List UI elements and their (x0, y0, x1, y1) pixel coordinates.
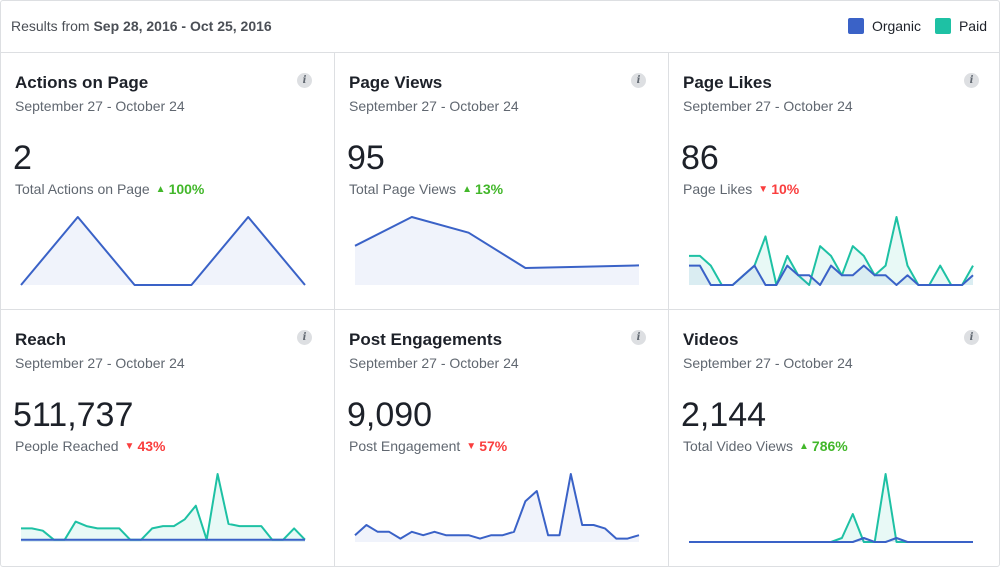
sparkline-chart (21, 473, 306, 542)
legend-organic-label: Organic (871, 18, 921, 34)
results-date-range: Sep 28, 2016 - Oct 25, 2016 (93, 18, 272, 34)
legend-organic: Organic (847, 18, 921, 34)
info-icon[interactable]: i (631, 330, 646, 345)
card-videos[interactable]: Videos September 27 - October 24 i 2,144… (669, 310, 1000, 567)
up-arrow-icon: ▲ (462, 183, 473, 195)
change-indicator: ▼ 43% (125, 438, 166, 454)
card-page-views[interactable]: Page Views September 27 - October 24 i 9… (335, 53, 669, 310)
card-value: 511,737 (13, 396, 134, 434)
down-arrow-icon: ▼ (124, 440, 135, 452)
card-value: 86 (681, 139, 719, 177)
card-date-range: September 27 - October 24 (349, 355, 519, 371)
series-area-paid (689, 474, 973, 542)
card-page-likes[interactable]: Page Likes September 27 - October 24 i 8… (669, 53, 1000, 310)
info-icon[interactable]: i (297, 330, 312, 345)
card-title: Post Engagements (349, 330, 503, 349)
results-prefix: Results from (11, 18, 90, 34)
series-line-organic (689, 537, 973, 543)
card-value: 9,090 (347, 396, 433, 434)
sparkline-chart (354, 473, 640, 542)
organic-swatch (847, 18, 864, 34)
down-arrow-icon: ▼ (758, 183, 769, 195)
card-subtitle-row: Total Actions on Page ▲ 100% (15, 181, 204, 197)
series-line-paid (21, 473, 306, 541)
info-icon[interactable]: i (964, 330, 979, 345)
up-arrow-icon: ▲ (155, 183, 166, 195)
card-subtitle: Total Video Views (683, 438, 793, 454)
legend-paid: Paid (934, 18, 987, 34)
card-date-range: September 27 - October 24 (683, 98, 853, 114)
sparkline-chart (354, 216, 640, 285)
card-actions-on-page[interactable]: Actions on Page September 27 - October 2… (1, 53, 335, 310)
series-area-paid (689, 217, 973, 285)
card-subtitle: Page Likes (683, 181, 753, 197)
info-icon[interactable]: i (631, 73, 646, 88)
card-title: Actions on Page (15, 73, 149, 92)
sparkline-chart (689, 216, 974, 286)
change-indicator: ▲ 13% (462, 181, 503, 197)
card-date-range: September 27 - October 24 (15, 98, 185, 114)
card-date-range: September 27 - October 24 (15, 355, 185, 371)
card-value: 95 (347, 139, 385, 177)
card-subtitle: Total Actions on Page (15, 181, 150, 197)
panel-header: Results from Sep 28, 2016 - Oct 25, 2016… (1, 1, 1000, 53)
down-arrow-icon: ▼ (466, 440, 477, 452)
series-line-organic (354, 216, 640, 269)
card-title: Page Likes (683, 73, 772, 92)
card-subtitle-row: Page Likes ▼ 10% (683, 181, 799, 197)
series-line-organic (689, 264, 974, 286)
change-value: 43% (137, 438, 166, 454)
metrics-grid: Actions on Page September 27 - October 2… (1, 53, 1000, 567)
change-value: 100% (168, 181, 205, 197)
card-date-range: September 27 - October 24 (683, 355, 853, 371)
change-value: 57% (479, 438, 508, 454)
card-subtitle-row: People Reached ▼ 43% (15, 438, 165, 454)
legend-paid-label: Paid (958, 18, 987, 34)
results-range: Results from Sep 28, 2016 - Oct 25, 2016 (11, 18, 272, 34)
sparkline-chart (689, 473, 973, 543)
card-post-engagements[interactable]: Post Engagements September 27 - October … (335, 310, 669, 567)
card-subtitle-row: Total Video Views ▲ 786% (683, 438, 848, 454)
chart-legend: Organic Paid (834, 18, 987, 34)
change-indicator: ▼ 10% (758, 181, 799, 197)
change-indicator: ▲ 100% (156, 181, 205, 197)
info-icon[interactable]: i (297, 73, 312, 88)
card-title: Reach (15, 330, 67, 349)
series-area-organic (355, 474, 639, 542)
sparkline-chart (20, 216, 306, 286)
paid-swatch (934, 18, 951, 34)
info-icon[interactable]: i (964, 73, 979, 88)
change-indicator: ▼ 57% (466, 438, 507, 454)
card-title: Page Views (349, 73, 443, 92)
series-line-organic (20, 216, 306, 286)
card-reach[interactable]: Reach September 27 - October 24 i 511,73… (1, 310, 335, 567)
series-area-paid (21, 474, 305, 542)
up-arrow-icon: ▲ (799, 440, 809, 452)
change-value: 786% (811, 438, 848, 454)
card-subtitle: People Reached (15, 438, 119, 454)
card-subtitle-row: Post Engagement ▼ 57% (349, 438, 507, 454)
series-area-organic (21, 217, 305, 285)
card-subtitle-row: Total Page Views ▲ 13% (349, 181, 503, 197)
card-title: Videos (683, 330, 739, 349)
series-line-paid (689, 473, 973, 543)
card-value: 2,144 (681, 396, 767, 434)
card-value: 2 (13, 139, 32, 177)
series-line-organic (354, 473, 640, 540)
card-subtitle: Total Page Views (349, 181, 457, 197)
change-value: 13% (475, 181, 504, 197)
card-subtitle: Post Engagement (349, 438, 461, 454)
card-date-range: September 27 - October 24 (349, 98, 519, 114)
change-value: 10% (771, 181, 800, 197)
change-indicator: ▲ 786% (799, 438, 848, 454)
